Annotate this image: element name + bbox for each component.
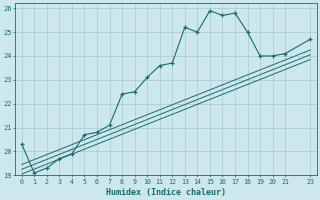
X-axis label: Humidex (Indice chaleur): Humidex (Indice chaleur) bbox=[106, 188, 226, 197]
